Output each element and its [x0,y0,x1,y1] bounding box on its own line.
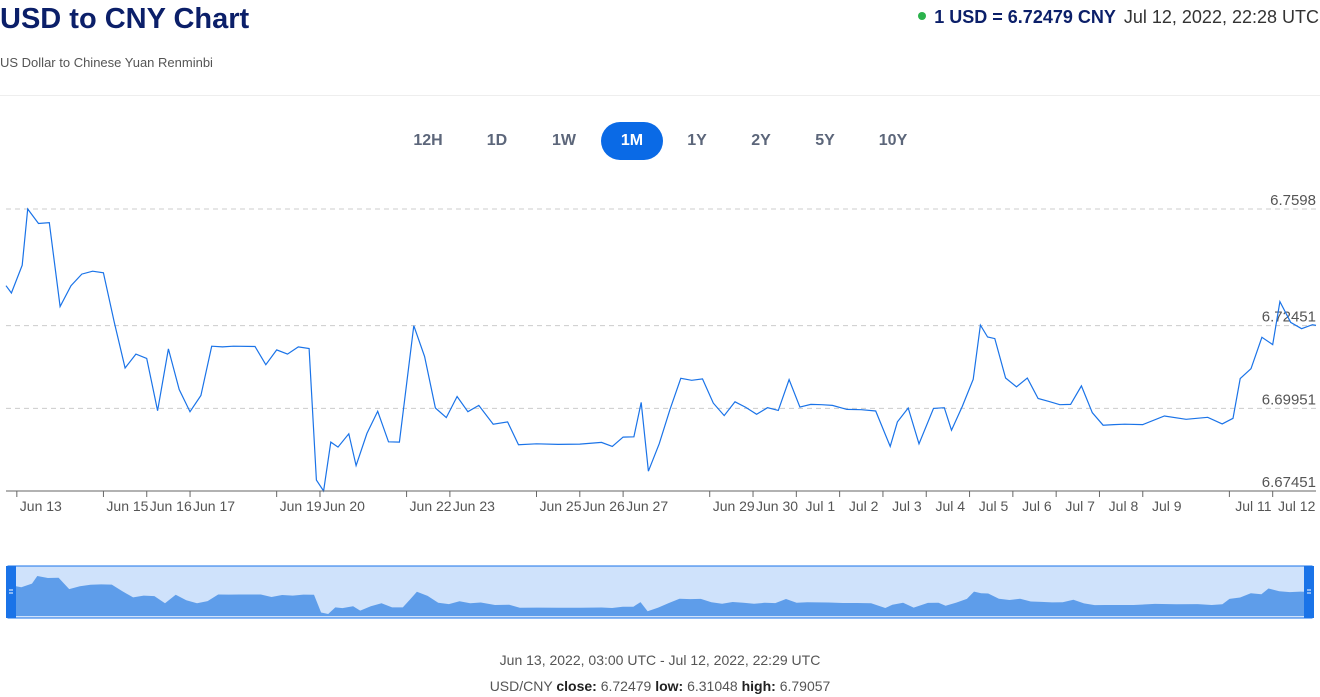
rate-timestamp: Jul 12, 2022, 22:28 UTC [1124,7,1319,27]
navigator-handle-left[interactable] [6,566,16,618]
y-tick-label: 6.69951 [1262,391,1316,408]
y-tick-label: 6.72451 [1262,309,1316,326]
range-button-12h[interactable]: 12H [397,122,459,160]
x-tick-label: Jul 2 [849,498,879,514]
low-value: 6.31048 [687,678,738,694]
y-tick-label: 6.67451 [1262,474,1316,491]
high-label: high: [742,678,776,694]
x-tick-label: Jun 29 [713,498,755,514]
range-button-10y[interactable]: 10Y [862,122,924,160]
page-subtitle: US Dollar to Chinese Yuan Renminbi [0,55,213,70]
x-tick-label: Jul 1 [806,498,836,514]
low-label: low: [655,678,683,694]
x-tick-label: Jul 4 [935,498,965,514]
x-tick-label: Jun 13 [20,498,62,514]
x-tick-label: Jul 5 [979,498,1009,514]
range-selector: 12H 1D 1W 1M 1Y 2Y 5Y 10Y [0,122,1320,160]
high-value: 6.79057 [780,678,831,694]
footer-stats: USD/CNY close: 6.72479 low: 6.31048 high… [0,678,1320,694]
x-tick-label: Jun 17 [193,498,235,514]
close-label: close: [556,678,596,694]
live-status-dot-icon [918,12,926,20]
range-button-1y[interactable]: 1Y [666,122,728,160]
x-tick-label: Jun 25 [539,498,581,514]
footer-period: Jun 13, 2022, 03:00 UTC - Jul 12, 2022, … [0,652,1320,668]
footer-pair: USD/CNY [490,678,553,694]
range-button-5y[interactable]: 5Y [794,122,856,160]
range-button-1m[interactable]: 1M [601,122,663,160]
x-tick-label: Jun 27 [626,498,668,514]
x-tick-label: Jul 3 [892,498,922,514]
navigator-handle-right[interactable] [1304,566,1314,618]
x-tick-label: Jul 11 [1235,498,1272,514]
current-rate: 1 USD = 6.72479 CNY Jul 12, 2022, 22:28 U… [918,7,1319,28]
current-rate-value: 1 USD = 6.72479 CNY [934,7,1116,27]
close-value: 6.72479 [601,678,652,694]
x-tick-label: Jun 20 [323,498,365,514]
x-tick-label: Jul 6 [1022,498,1052,514]
x-tick-label: Jul 12 [1278,498,1316,514]
rate-chart[interactable]: 6.7598 6.72451 6.69951 6.67451 Jun 13 Jun 15… [0,185,1320,520]
x-tick-label: Jun 22 [410,498,452,514]
rate-line [6,209,1316,491]
chart-navigator[interactable] [0,564,1320,620]
x-tick-label: Jul 7 [1065,498,1095,514]
x-tick-label: Jun 16 [150,498,192,514]
x-tick-label: Jun 15 [106,498,148,514]
x-tick-label: Jun 19 [280,498,322,514]
range-button-1w[interactable]: 1W [533,122,595,160]
range-button-1d[interactable]: 1D [466,122,528,160]
x-tick-label: Jul 8 [1109,498,1139,514]
y-tick-label: 6.7598 [1270,192,1316,209]
header-divider [0,95,1320,96]
x-tick-label: Jun 30 [756,498,798,514]
page-title: USD to CNY Chart [0,3,249,36]
range-button-2y[interactable]: 2Y [730,122,792,160]
x-tick-label: Jun 23 [453,498,495,514]
x-tick-label: Jun 26 [583,498,625,514]
x-tick-label: Jul 9 [1152,498,1182,514]
